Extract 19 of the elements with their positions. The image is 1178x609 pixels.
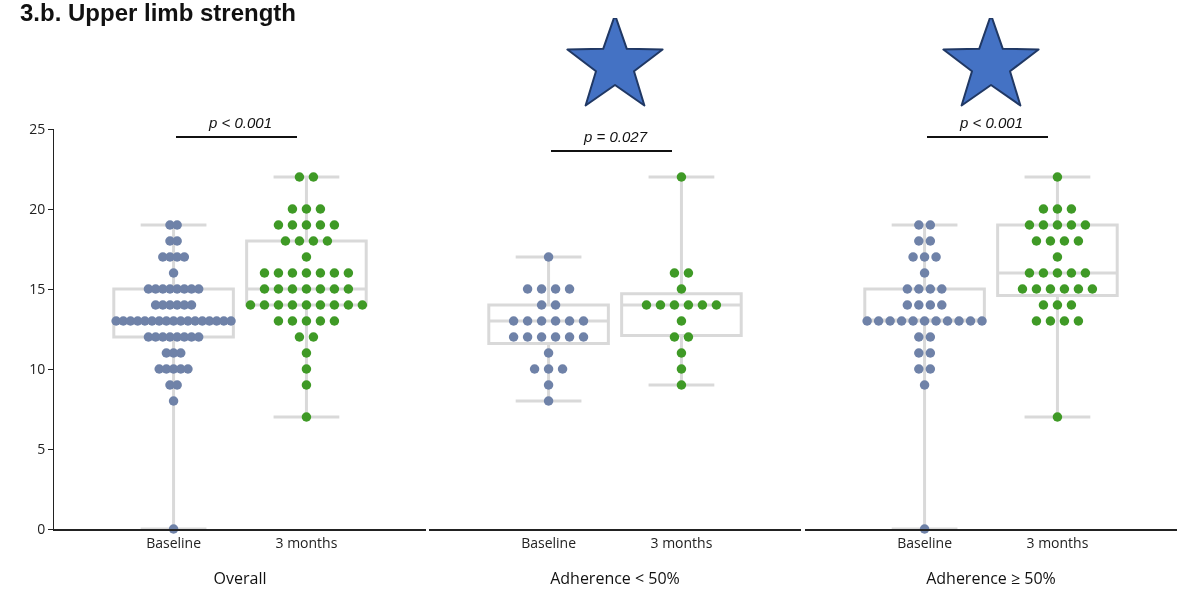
y-tick-label: 20 [29,198,46,218]
y-tick-label: 15 [29,278,46,298]
annotation: p = 0.027 [583,128,648,145]
x-axis-title: Adherence ≥ 50% [926,567,1056,589]
annotation: p < 0.001 [208,114,272,131]
x-tick-label: Baseline [521,532,577,552]
chart-title: 3.b. Upper limb strength [20,0,297,26]
y-tick-label: 10 [29,358,46,378]
x-tick-label: 3 months [650,532,713,552]
x-tick-label: 3 months [275,532,338,552]
annotation: p < 0.001 [959,114,1023,131]
y-tick-label: 25 [29,118,46,138]
x-tick-label: Baseline [897,532,953,552]
y-tick-label: 5 [37,438,46,458]
y-tick-label: 0 [37,518,46,538]
x-axis-title: Overall [213,567,267,589]
x-tick-label: 3 months [1026,532,1089,552]
x-tick-label: Baseline [146,532,202,552]
x-axis-title: Adherence < 50% [550,567,680,589]
